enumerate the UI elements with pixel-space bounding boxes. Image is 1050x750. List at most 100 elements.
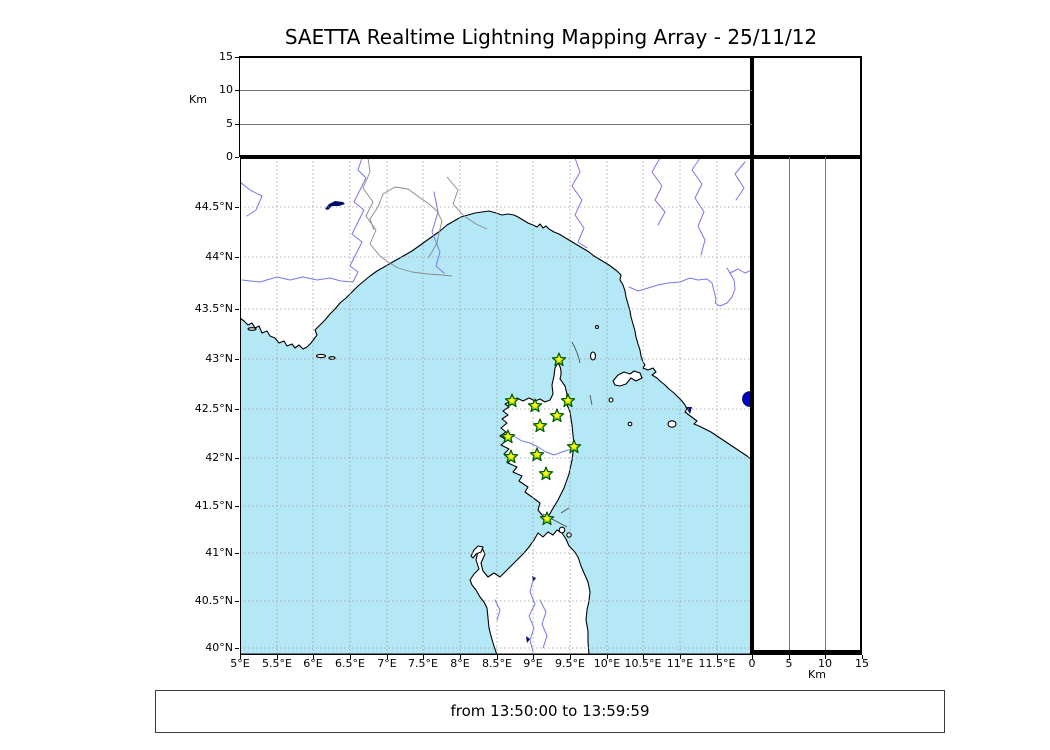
geographic-map — [240, 157, 752, 655]
right-panel-gridline — [825, 157, 826, 650]
giglio-island — [667, 420, 677, 428]
river — [431, 191, 445, 274]
latitude-tick-label: 44°N — [205, 250, 233, 263]
longitude-tick-mark — [239, 655, 241, 659]
altitude-longitude-panel — [240, 57, 752, 157]
latitude-tick-label: 41.5°N — [194, 499, 233, 512]
border-line — [446, 176, 488, 230]
border-line — [362, 157, 453, 277]
longitude-tick-mark — [606, 655, 608, 659]
river — [571, 157, 588, 249]
latitude-tick-mark — [235, 206, 239, 208]
top-panel-top-border — [239, 56, 752, 58]
pianosa-island — [608, 397, 614, 403]
corner-panel-top-border — [752, 56, 862, 58]
right-panel-tick-mark — [824, 655, 826, 659]
right-panel-tick-label: 10 — [818, 657, 832, 670]
right-panel-tick-label: 15 — [855, 657, 869, 670]
time-range-box: from 13:50:00 to 13:59:59 — [155, 690, 945, 733]
top-panel-tick-mark — [235, 89, 239, 91]
top-panel-tick-mark — [235, 123, 239, 125]
latitude-tick-mark — [235, 358, 239, 360]
hyeres-island-1 — [315, 353, 327, 359]
zero-altitude-separator — [240, 155, 862, 159]
lake-serre-poncon — [325, 201, 345, 210]
map-right-separator — [750, 57, 754, 655]
latitude-tick-mark — [235, 505, 239, 507]
map-graticule — [240, 157, 752, 655]
right-panel-axis-unit: Km — [808, 668, 826, 681]
sea-line — [571, 341, 581, 364]
river — [507, 432, 574, 456]
latitude-tick-label: 43.5°N — [194, 302, 233, 315]
latitude-tick-label: 41°N — [205, 546, 233, 559]
longitude-tick-label: 9.5°E — [555, 657, 585, 670]
elba-island — [612, 370, 643, 387]
right-panel-tick-label: 5 — [785, 657, 793, 670]
latitude-tick-mark — [235, 308, 239, 310]
corner-panel-right-border — [860, 56, 862, 157]
river — [241, 276, 354, 283]
latitude-tick-label: 43°N — [205, 352, 233, 365]
longitude-tick-label: 11.5°E — [698, 657, 736, 670]
latitude-tick-label: 40.5°N — [194, 594, 233, 607]
longitude-tick-mark — [459, 655, 461, 659]
longitude-tick-label: 10°E — [593, 657, 621, 670]
sea-line — [560, 507, 570, 514]
longitude-tick-label: 11°E — [666, 657, 694, 670]
top-panel-tick-label: 10 — [219, 83, 233, 96]
latitude-tick-mark — [235, 457, 239, 459]
river — [729, 268, 752, 274]
longitude-tick-mark — [532, 655, 534, 659]
lakes — [325, 201, 692, 643]
longitude-tick-mark — [276, 655, 278, 659]
longitude-tick-label: 10.5°E — [624, 657, 662, 670]
top-panel-gridline — [240, 90, 752, 91]
latitude-tick-label: 42.5°N — [194, 402, 233, 415]
montecristo-island — [627, 421, 633, 427]
longitude-tick-label: 5°E — [230, 657, 250, 670]
longitude-tick-label: 8°E — [450, 657, 470, 670]
longitude-tick-label: 7.5°E — [408, 657, 438, 670]
right-panel-bottom-border — [752, 650, 862, 655]
river — [691, 157, 706, 256]
right-panel-tick-mark — [751, 655, 753, 659]
corner-panel — [752, 57, 862, 157]
longitude-tick-mark — [386, 655, 388, 659]
marseille-islet — [247, 327, 257, 331]
altitude-latitude-panel — [752, 157, 862, 655]
longitude-tick-label: 5.5°E — [262, 657, 292, 670]
mainland-coast — [240, 157, 752, 461]
longitude-tick-label: 6.5°E — [335, 657, 365, 670]
border-line — [369, 193, 384, 231]
latitude-tick-mark — [235, 408, 239, 410]
longitude-tick-mark — [679, 655, 681, 659]
maddalena-island-1 — [558, 526, 566, 534]
latitude-tick-mark — [235, 600, 239, 602]
border-line — [382, 186, 443, 259]
longitude-tick-label: 9°E — [523, 657, 543, 670]
river — [494, 599, 501, 621]
longitude-tick-mark — [642, 655, 644, 659]
right-panel-tick-mark — [861, 655, 863, 659]
river — [651, 157, 666, 226]
latitude-tick-mark — [235, 552, 239, 554]
river — [539, 599, 548, 649]
right-panel-right-border — [860, 157, 862, 655]
river — [528, 579, 536, 653]
longitude-tick-label: 6°E — [303, 657, 323, 670]
corsica-island — [499, 362, 575, 520]
river — [240, 181, 263, 217]
longitude-tick-mark — [312, 655, 314, 659]
country-borders — [362, 157, 488, 277]
top-panel-left-border — [239, 57, 240, 157]
top-panel-tick-label: 5 — [226, 117, 233, 130]
capraia-island — [589, 351, 597, 361]
gorgona-island — [594, 324, 600, 330]
latitude-tick-label: 44.5°N — [194, 200, 233, 213]
orbetello-lagoon — [686, 407, 692, 414]
right-panel-tick-label: 0 — [748, 657, 756, 670]
longitude-tick-mark — [422, 655, 424, 659]
longitude-tick-mark — [716, 655, 718, 659]
